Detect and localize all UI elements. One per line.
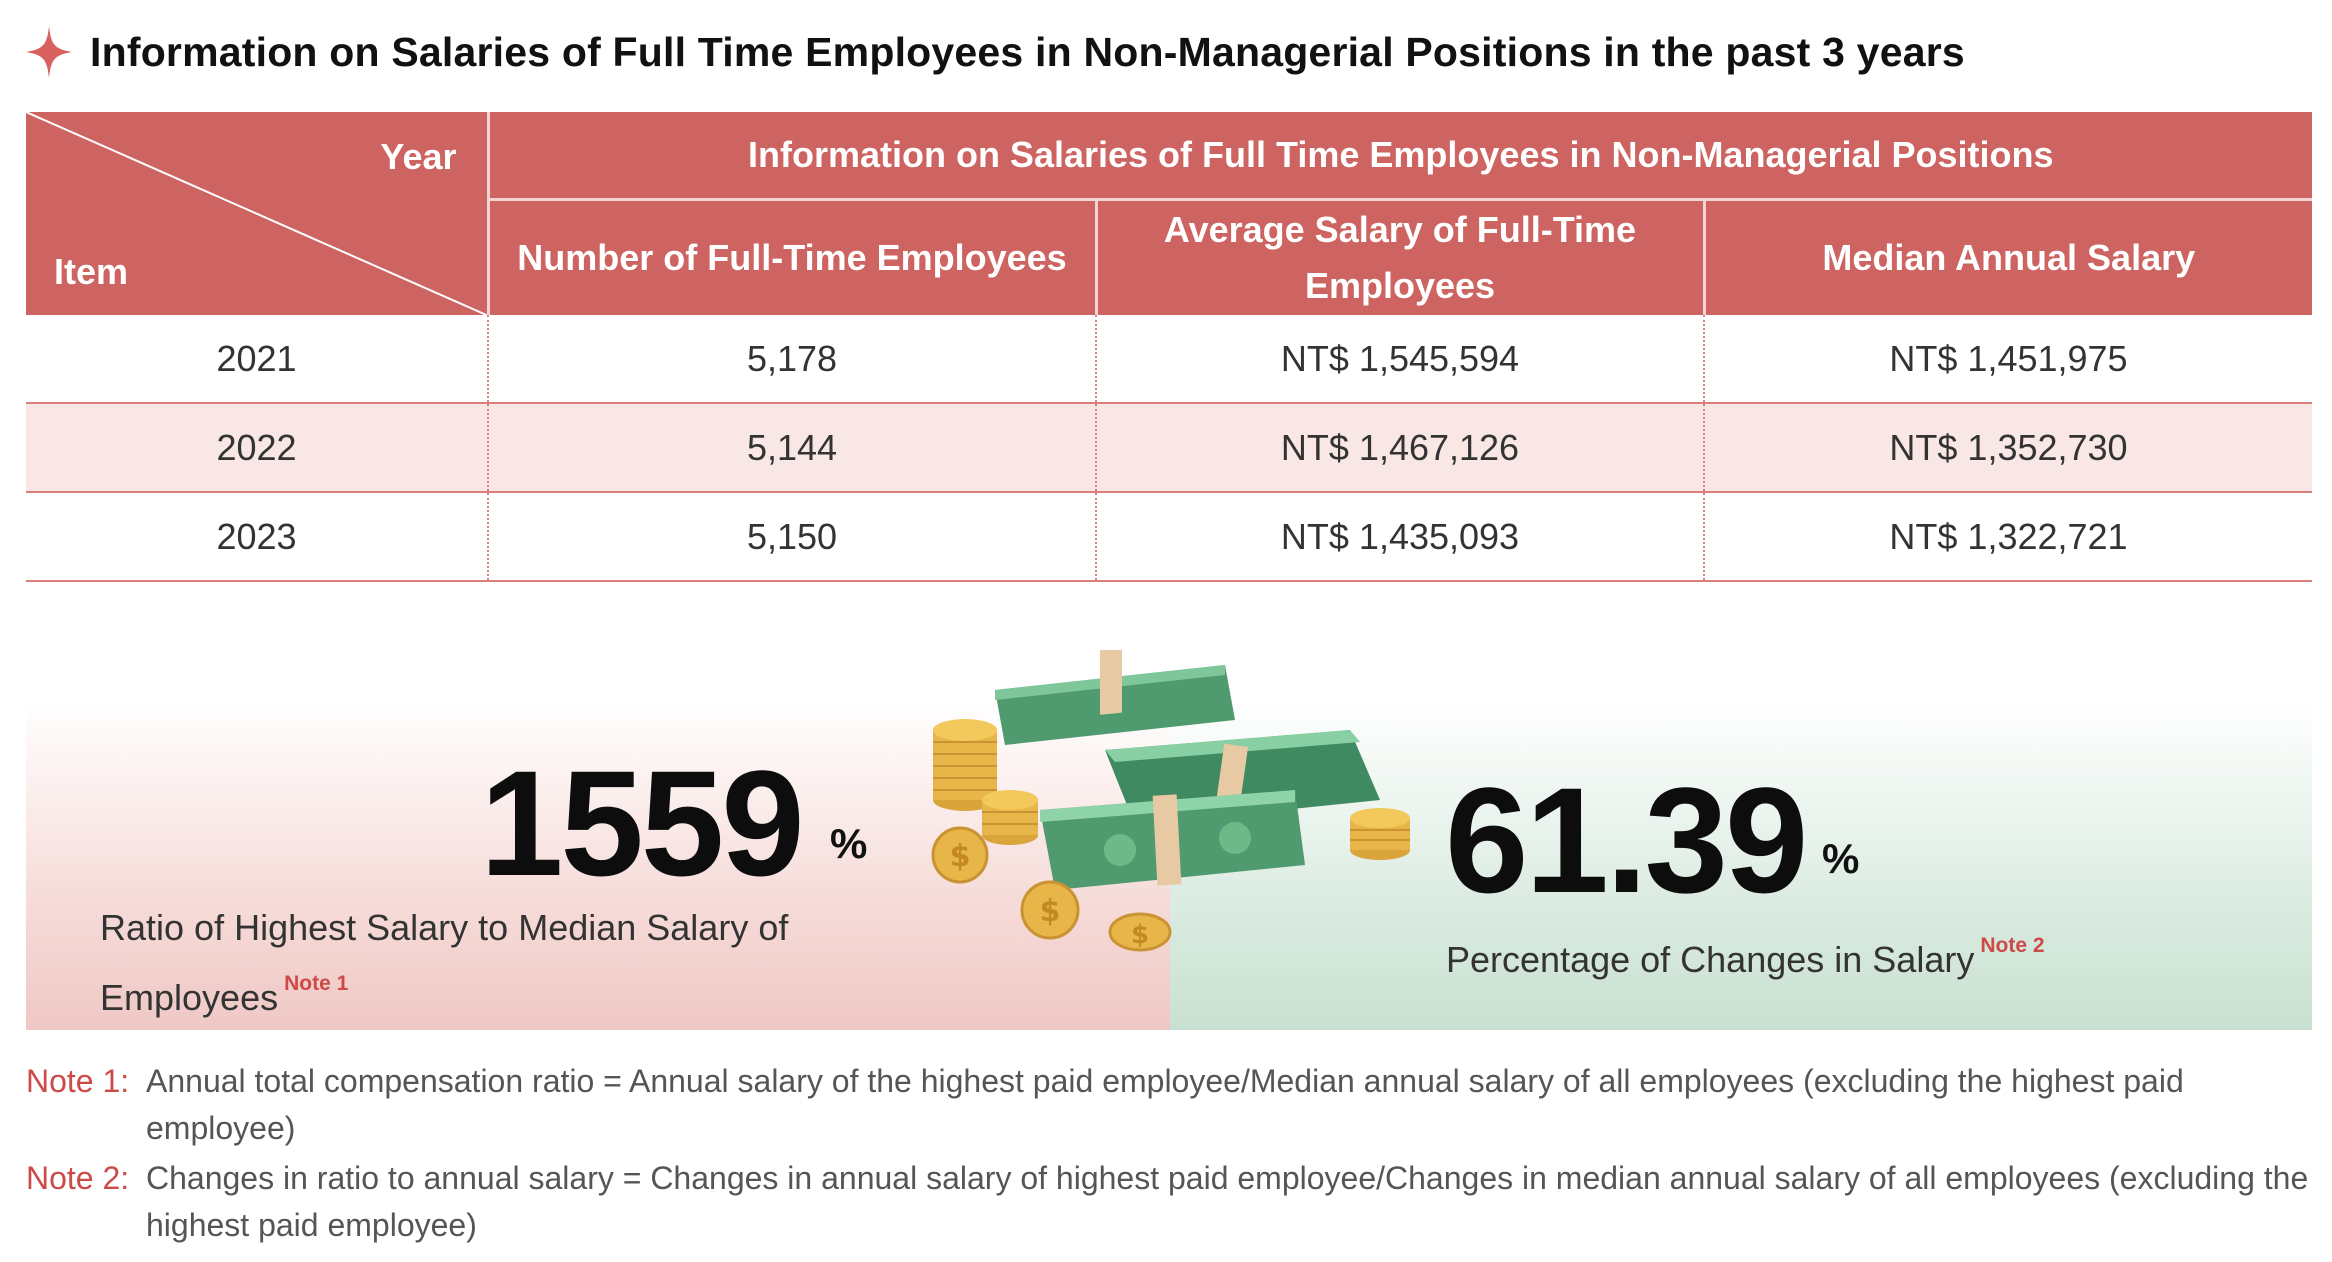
coin-icon: $ <box>931 826 989 884</box>
employee-count-cell: 5,144 <box>487 403 1096 493</box>
coin-icon: $ <box>1108 912 1172 952</box>
salary-change-label: Percentage of Changes in Salary Note 2 <box>1446 918 2045 988</box>
note-2-reference: Note 2 <box>1980 934 2045 957</box>
median-salary-cell: NT$ 1,451,975 <box>1703 315 2312 404</box>
money-bundle-icon <box>1040 790 1305 890</box>
page-title: Information on Salaries of Full Time Emp… <box>90 28 1965 75</box>
year-cell: 2023 <box>26 492 488 582</box>
year-cell: 2021 <box>26 315 488 404</box>
average-salary-cell: NT$ 1,467,126 <box>1095 403 1704 493</box>
group-header: Information on Salaries of Full Time Emp… <box>486 112 2312 201</box>
corner-item-label: Item <box>54 251 129 292</box>
employee-count-cell: 5,178 <box>487 315 1096 404</box>
table-row: 2021 5,178 NT$ 1,545,594 NT$ 1,451,975 <box>26 315 2312 404</box>
svg-text:$: $ <box>1131 920 1149 950</box>
column-header-average-salary: Average Salary of Full-Time Employees <box>1094 199 1704 315</box>
salary-change-unit: % <box>1822 835 1860 882</box>
footnote-1-text: Annual total compensation ratio = Annual… <box>146 1063 2184 1146</box>
footnotes: Note 1: Annual total compensation ratio … <box>26 1058 2316 1252</box>
footnote-1: Note 1: Annual total compensation ratio … <box>26 1058 2316 1152</box>
column-header-median-salary: Median Annual Salary <box>1702 199 2312 315</box>
average-salary-cell: NT$ 1,545,594 <box>1095 315 1704 404</box>
year-cell: 2022 <box>26 403 488 493</box>
coin-stack-icon <box>933 719 997 811</box>
svg-text:$: $ <box>950 839 971 874</box>
salary-change-label-text: Percentage of Changes in Salary <box>1446 939 1975 980</box>
svg-text:$: $ <box>1040 894 1061 929</box>
footnote-2-label: Note 2: <box>26 1160 130 1196</box>
table-corner-header: Year Item <box>26 112 488 315</box>
coin-stack-icon <box>982 790 1038 845</box>
footnote-1-label: Note 1: <box>26 1063 130 1099</box>
four-point-star-icon <box>26 26 72 78</box>
coin-icon: $ <box>1020 880 1080 940</box>
note-1-reference: Note 1 <box>284 972 349 995</box>
salary-ratio-value: 1559 <box>480 739 805 907</box>
salary-ratio-label-text: Ratio of Highest Salary to Median Salary… <box>100 907 789 1018</box>
table-row: 2023 5,150 NT$ 1,435,093 NT$ 1,322,721 <box>26 492 2312 582</box>
footnote-2: Note 2: Changes in ratio to annual salar… <box>26 1155 2316 1249</box>
median-salary-cell: NT$ 1,352,730 <box>1703 403 2312 493</box>
salary-ratio-unit: % <box>830 820 868 867</box>
employee-count-cell: 5,150 <box>487 492 1096 582</box>
footnote-2-text: Changes in ratio to annual salary = Chan… <box>146 1160 2309 1243</box>
salary-change-value: 61.39 <box>1445 756 1808 924</box>
corner-year-label: Year <box>380 136 457 177</box>
median-salary-cell: NT$ 1,322,721 <box>1703 492 2312 582</box>
money-bundle-icon <box>995 650 1235 745</box>
table-row: 2022 5,144 NT$ 1,467,126 NT$ 1,352,730 <box>26 403 2312 493</box>
coin-stack-icon <box>1350 808 1410 860</box>
page-title-row: Information on Salaries of Full Time Emp… <box>24 22 1965 82</box>
column-header-employee-count: Number of Full-Time Employees <box>486 199 1096 315</box>
salary-table: Year Item Information on Salaries of Ful… <box>26 112 2312 582</box>
money-stacks-illustration: $ $ $ <box>931 650 1410 952</box>
average-salary-cell: NT$ 1,435,093 <box>1095 492 1704 582</box>
salary-ratio-label: Ratio of Highest Salary to Median Salary… <box>100 900 880 1026</box>
